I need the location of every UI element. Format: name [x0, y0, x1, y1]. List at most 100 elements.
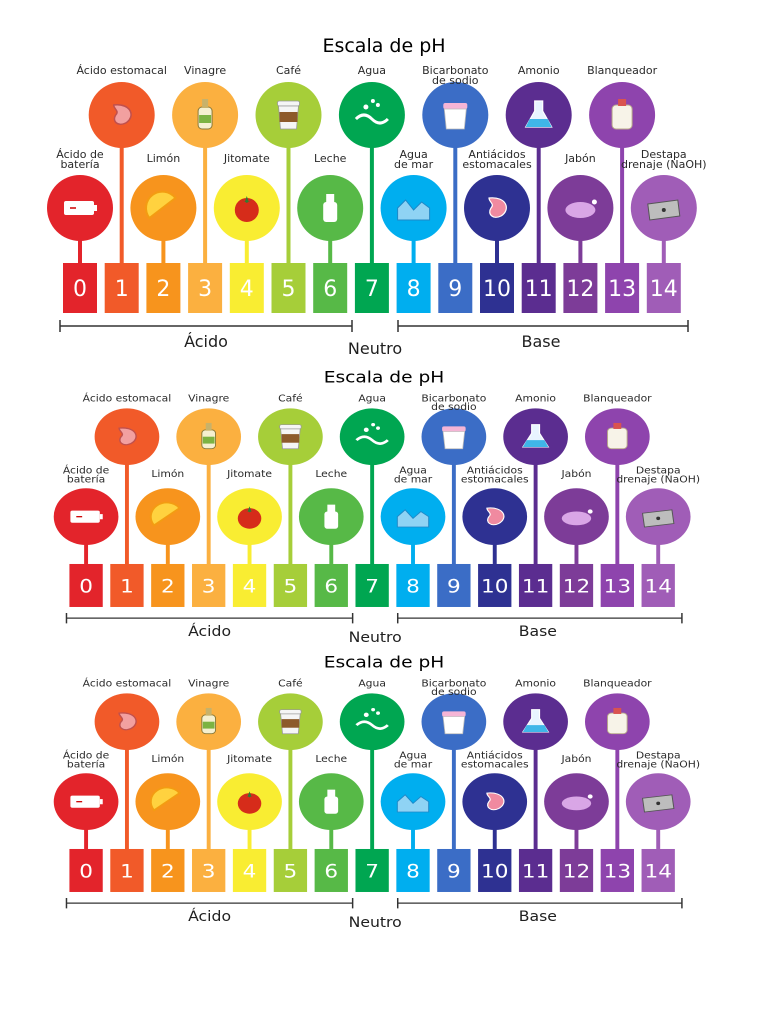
- splash-wave: [355, 435, 389, 445]
- item-label: Vinagre: [188, 394, 229, 404]
- ph-number: 11: [525, 277, 553, 302]
- item-label: Destapa drenaje (NaOH): [616, 466, 700, 485]
- item-label: Limón: [151, 754, 184, 765]
- cup-lid: [279, 709, 302, 715]
- ph-box-fill: [478, 848, 512, 892]
- coffee-cup-icon: [279, 112, 298, 122]
- ph-number: 8: [407, 277, 421, 302]
- vinegar-bottle-icon: [202, 436, 215, 444]
- top-item: Bicarbonato de sodio: [421, 679, 486, 849]
- coffee-cup-icon: [281, 719, 300, 728]
- top-item: Blanqueador: [583, 679, 652, 849]
- ph-box-fill: [438, 263, 473, 313]
- ph-box-fill: [232, 848, 267, 892]
- ph-box: 7: [354, 263, 389, 313]
- item-label: Antiácidos estomacales: [461, 465, 529, 485]
- ph-box-fill: [437, 563, 471, 607]
- item-label: Agua de mar: [394, 148, 434, 171]
- ph-box-fill: [600, 563, 634, 607]
- ph-number: 10: [483, 277, 511, 302]
- ph-box-fill: [355, 848, 389, 892]
- lemon-icon: [149, 501, 181, 527]
- drop: [376, 711, 380, 715]
- item-label: Limón: [151, 469, 184, 480]
- bottom-item: Leche: [297, 152, 364, 263]
- item-label: Antiácidos estomacales: [461, 750, 529, 770]
- bottom-item: Limón: [130, 152, 197, 263]
- top-item: Bicarbonato de sodio: [422, 64, 489, 263]
- ph-box-fill: [69, 848, 103, 892]
- ph-box: 0: [69, 563, 103, 607]
- acid-label: Ácido: [188, 624, 231, 640]
- top-item: Bicarbonato de sodio: [421, 394, 486, 564]
- drop: [376, 426, 380, 430]
- item-label: Ácido estomacal: [83, 392, 172, 404]
- ph-number: 9: [448, 277, 462, 302]
- baking-soda-icon: [443, 108, 467, 130]
- bottom-item: Limón: [135, 754, 201, 849]
- ph-box: 13: [600, 563, 634, 607]
- bottom-item: Destapa drenaje (NaOH): [616, 466, 700, 564]
- item-label: Ácido de batería: [56, 148, 104, 171]
- milk-bottle-icon: [327, 789, 336, 798]
- ph-box: 6: [313, 263, 348, 313]
- item-label: Agua: [358, 394, 386, 404]
- battery-body: [70, 510, 100, 523]
- ph-scale-panel-3: Escala de pH Ácido estomacal Vinagre Café Ag…: [0, 640, 768, 980]
- ph-box: 4: [232, 848, 267, 892]
- ph-number: 8: [406, 575, 420, 597]
- ph-number: 9: [447, 860, 461, 882]
- box-lid: [442, 711, 466, 717]
- milk-bottle-icon: [326, 194, 335, 203]
- ph-box-fill: [104, 263, 139, 313]
- item-label: Blanqueador: [587, 64, 657, 77]
- top-item: Café: [255, 64, 322, 263]
- bottle-neck: [205, 707, 212, 716]
- ph-box: 9: [437, 563, 471, 607]
- tomato-body: [237, 508, 262, 529]
- ph-box: 2: [151, 848, 185, 892]
- ph-number: 2: [161, 575, 175, 597]
- item-label: Jitomate: [226, 755, 272, 765]
- ph-box: 1: [104, 263, 139, 313]
- ph-box: 11: [518, 563, 553, 607]
- bottom-item: Antiácidos estomacales: [461, 465, 529, 564]
- drop: [363, 427, 369, 432]
- sea-water-icon: [397, 199, 431, 221]
- base-label: Base: [519, 909, 557, 925]
- acid-bracket: [59, 320, 353, 332]
- item-label: Destapa drenaje (NaOH): [616, 751, 700, 770]
- ph-number: 8: [406, 860, 420, 882]
- top-item: Ácido estomacal: [76, 64, 167, 263]
- diagram-title: Escala de pH: [324, 654, 445, 673]
- ph-number: 12: [563, 860, 590, 882]
- flask-icon: [525, 119, 552, 127]
- tomato-icon: [243, 791, 256, 798]
- bottom-item: Jitomate: [217, 470, 282, 564]
- ph-box-fill: [396, 563, 430, 607]
- top-item: Amonio: [505, 64, 572, 263]
- ph-box: 0: [69, 848, 103, 892]
- lemon-icon: [149, 786, 181, 812]
- water-splash-icon: [370, 99, 375, 103]
- ph-box: 2: [146, 263, 181, 313]
- soap-bar: [561, 796, 592, 811]
- ph-number: 6: [323, 277, 337, 302]
- ph-number: 6: [324, 575, 338, 597]
- ph-number: 10: [481, 860, 508, 882]
- ph-box: 1: [110, 563, 144, 607]
- bleach-jug-icon: [618, 99, 627, 106]
- ph-box: 11: [518, 848, 553, 892]
- drain-sink-icon: [656, 516, 661, 521]
- top-item: Agua: [339, 679, 405, 849]
- item-label: Blanqueador: [583, 679, 652, 689]
- range-brackets: [65, 613, 683, 624]
- ph-number: 13: [604, 860, 631, 882]
- bottom-item: Agua de mar: [380, 148, 447, 263]
- ph-box: 12: [559, 848, 594, 892]
- item-label: Bicarbonato de sodio: [421, 679, 486, 698]
- top-item: Blanqueador: [583, 394, 652, 564]
- item-label: Café: [278, 678, 303, 689]
- item-label: Antiácidos estomacales: [462, 148, 532, 171]
- ph-box-fill: [605, 263, 640, 313]
